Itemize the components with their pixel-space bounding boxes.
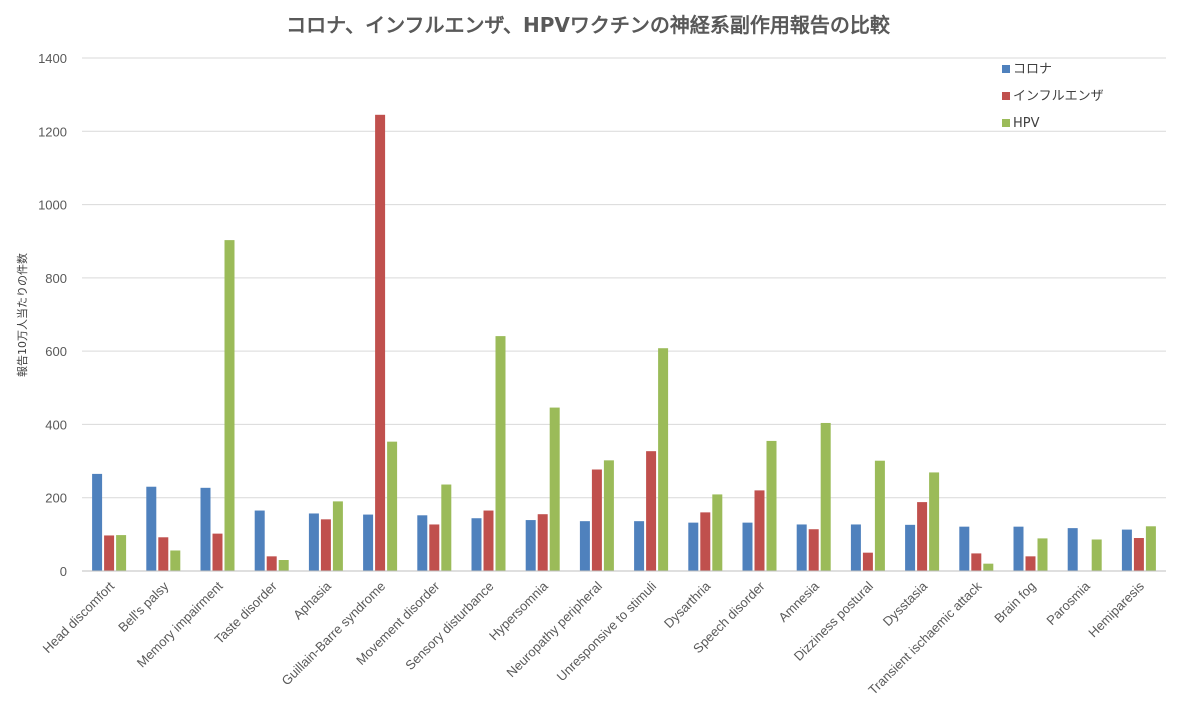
bar	[363, 514, 374, 571]
bar	[1145, 526, 1156, 571]
bar	[146, 486, 157, 571]
bar	[850, 524, 861, 571]
bar	[808, 529, 819, 571]
bar	[1133, 538, 1144, 571]
bar	[929, 472, 940, 571]
bar	[549, 407, 560, 571]
bar	[429, 524, 440, 571]
bar	[579, 521, 590, 571]
bar	[983, 563, 994, 571]
bar	[700, 512, 711, 571]
x-category-label: Parosmia	[1043, 578, 1093, 628]
x-category-label: Dysstasia	[880, 578, 931, 629]
bar	[862, 552, 873, 571]
bar	[495, 336, 506, 571]
bar	[634, 521, 645, 571]
bar	[742, 522, 753, 571]
bar	[820, 422, 831, 571]
y-tick-label: 1000	[38, 198, 67, 213]
bar	[1121, 529, 1132, 571]
bar	[332, 501, 343, 571]
bar	[417, 515, 428, 571]
bar	[92, 473, 103, 571]
bar	[688, 522, 699, 571]
x-category-label: Aphasia	[290, 578, 334, 622]
bar	[116, 535, 127, 571]
bar	[104, 535, 115, 571]
grid-lines	[82, 57, 1166, 499]
bar	[158, 537, 169, 571]
bar	[308, 513, 319, 571]
bar	[1091, 539, 1102, 571]
legend-label: コロナ	[1013, 62, 1052, 77]
legend-label: HPV	[1013, 116, 1040, 131]
bar	[278, 560, 289, 571]
legend-swatch	[1002, 65, 1010, 73]
bar	[525, 520, 536, 571]
bar	[200, 487, 211, 571]
x-category-label: Head discomfort	[40, 578, 118, 656]
x-category-label: Dysarthria	[661, 578, 714, 631]
y-tick-label: 1400	[38, 51, 67, 66]
bar	[754, 490, 765, 571]
bar	[1037, 538, 1048, 571]
bar	[224, 240, 235, 572]
x-category-label: Brain fog	[991, 579, 1038, 626]
legend-swatch	[1002, 119, 1010, 127]
chart-title: コロナ、インフルエンザ、HPVワクチンの神経系副作用報告の比較	[286, 13, 891, 37]
y-tick-label: 600	[45, 344, 67, 359]
bar	[971, 553, 982, 571]
legend-label: インフルエンザ	[1013, 89, 1104, 104]
y-tick-label: 400	[45, 417, 67, 432]
bar	[1067, 528, 1078, 571]
y-axis-label: 報告10万人当たりの件数	[15, 253, 29, 377]
bar	[658, 348, 669, 571]
y-axis-ticks: 0 200 400 600 800 1000 1200 1400	[38, 51, 67, 579]
bar	[1013, 526, 1024, 571]
bar	[266, 556, 277, 571]
legend-swatch	[1002, 92, 1010, 100]
y-tick-label: 800	[45, 271, 67, 286]
bar	[254, 510, 265, 571]
bar	[646, 451, 657, 571]
bar	[471, 518, 482, 571]
bar	[959, 526, 970, 571]
bar	[1025, 556, 1036, 571]
x-category-label: Amnesia	[775, 578, 822, 625]
bar	[170, 550, 181, 571]
x-category-label: Transient ischaemic attack	[865, 578, 984, 697]
x-category-label: Unresponsive to stimuli	[554, 578, 660, 684]
bars	[92, 114, 1156, 572]
x-category-label: Neuropathy peripheral	[503, 578, 605, 680]
y-tick-label: 1200	[38, 124, 67, 139]
bar	[375, 114, 386, 572]
bar	[212, 533, 223, 571]
bar	[483, 510, 494, 571]
bar	[917, 502, 928, 571]
bar	[387, 441, 398, 571]
x-category-label: Bell's palsy	[115, 578, 172, 635]
x-category-label: Guillain-Barre syndrome	[278, 579, 388, 689]
bar	[874, 460, 885, 571]
bar	[320, 519, 331, 571]
y-tick-label: 200	[45, 491, 67, 506]
bar	[766, 440, 777, 571]
bar	[712, 494, 723, 571]
bar	[591, 469, 602, 571]
bar	[796, 524, 807, 571]
bar	[603, 460, 614, 571]
bar	[905, 524, 916, 571]
y-tick-label: 0	[60, 564, 67, 579]
bar	[441, 484, 452, 571]
bar	[537, 514, 548, 571]
x-category-label: Hemiparesis	[1085, 578, 1147, 640]
